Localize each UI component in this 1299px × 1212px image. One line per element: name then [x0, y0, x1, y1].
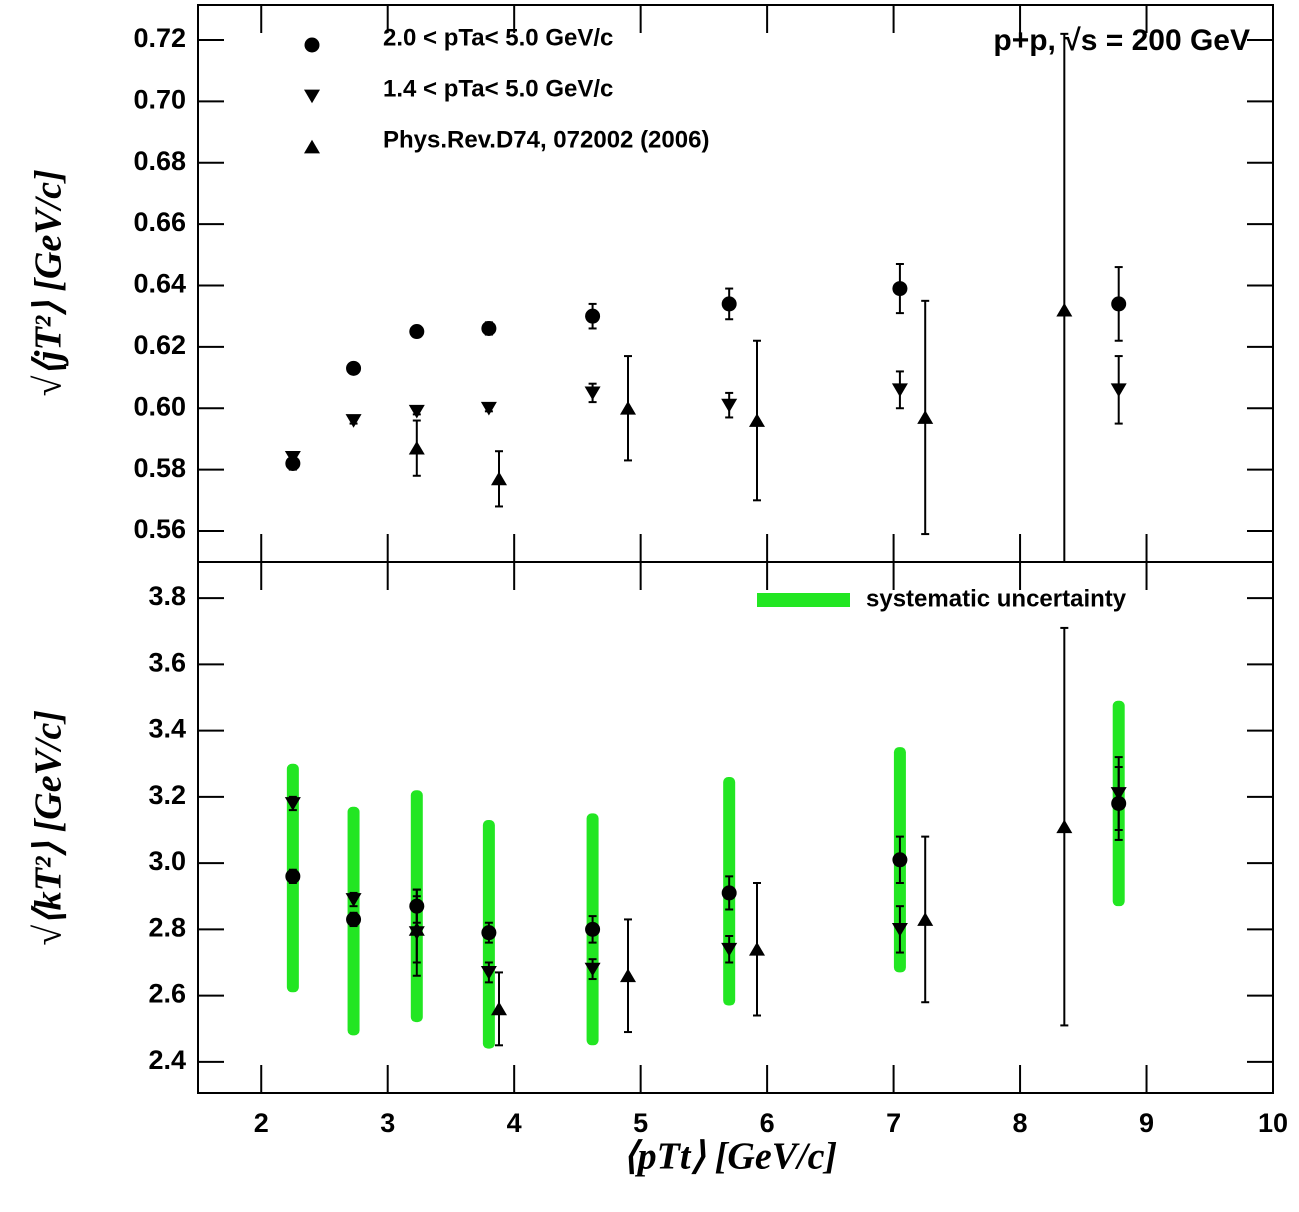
data-point: [1110, 787, 1127, 801]
data-point: [892, 281, 908, 297]
data-point: [346, 911, 362, 927]
data-point: [721, 398, 738, 413]
data-point: [620, 401, 636, 415]
y-tick-label: 0.66: [133, 207, 186, 237]
data-point: [749, 413, 765, 427]
data-point: [892, 852, 908, 868]
data-point: [285, 868, 301, 884]
x-tick-label: 10: [1258, 1108, 1288, 1138]
x-tick-label: 8: [1013, 1108, 1028, 1138]
data-point: [1111, 296, 1127, 312]
y-axis-title: √⟨jT²⟩ [GeV/c]: [28, 169, 70, 397]
legend-label: 2.0 < pTa< 5.0 GeV/c: [383, 24, 613, 51]
data-point: [491, 471, 507, 486]
x-tick-label: 3: [380, 1108, 395, 1138]
y-tick-label: 3.6: [148, 647, 186, 677]
data-point: [408, 404, 425, 419]
y-tick-label: 3.4: [148, 714, 186, 744]
bottom-plot-area: [284, 626, 1127, 1049]
data-point: [409, 324, 425, 340]
x-tick-label: 5: [633, 1108, 648, 1138]
legend-swatch: [757, 593, 850, 607]
data-point: [481, 925, 497, 941]
y-tick-label: 0.72: [133, 23, 186, 53]
data-point: [480, 401, 497, 416]
y-tick-label: 0.64: [133, 269, 186, 299]
data-point: [491, 1001, 507, 1016]
x-tick-label: 6: [760, 1108, 775, 1138]
annotation: p+p, √s = 200 GeV: [993, 24, 1250, 57]
data-point: [891, 383, 908, 398]
data-point: [891, 922, 908, 937]
x-axis-title: ⟨pTt⟩ [GeV/c]: [623, 1136, 837, 1178]
legend-marker: [304, 37, 320, 53]
y-tick-label: 2.6: [148, 979, 186, 1009]
data-point: [284, 797, 301, 811]
y-tick-label: 0.60: [133, 391, 186, 421]
data-point: [585, 921, 601, 937]
data-point: [1110, 383, 1127, 398]
data-point: [1056, 819, 1073, 834]
data-point: [749, 942, 765, 956]
legend-label: systematic uncertainty: [866, 585, 1127, 612]
y-tick-label: 0.56: [133, 514, 186, 544]
y-axis-title: √⟨kT²⟩ [GeV/c]: [28, 710, 70, 946]
data-point: [584, 386, 601, 401]
data-point: [408, 922, 425, 936]
top-frame: [197, 4, 1274, 563]
x-tick-label: 7: [886, 1108, 901, 1138]
y-tick-label: 0.58: [133, 453, 186, 483]
data-point: [408, 440, 425, 455]
y-tick-label: 2.4: [148, 1045, 186, 1075]
x-tick-label: 9: [1139, 1108, 1154, 1138]
y-tick-label: 0.70: [133, 84, 186, 114]
y-tick-label: 3.0: [148, 846, 186, 876]
data-point: [585, 308, 601, 324]
bottom-frame: [197, 561, 1274, 1094]
data-point: [345, 414, 362, 428]
data-point: [721, 885, 737, 901]
data-point: [345, 893, 362, 907]
x-tick-label: 2: [254, 1108, 269, 1138]
data-point: [620, 968, 636, 983]
data-point: [721, 296, 737, 312]
legend-marker: [304, 139, 320, 154]
y-tick-label: 3.2: [148, 780, 186, 810]
top-plot-area: [284, 32, 1127, 562]
data-point: [917, 912, 934, 926]
legend-label: 1.4 < pTa< 5.0 GeV/c: [383, 75, 613, 102]
data-point: [721, 942, 738, 957]
data-point: [917, 410, 934, 424]
y-tick-label: 0.62: [133, 330, 186, 360]
y-tick-label: 2.8: [148, 912, 186, 942]
data-point: [284, 450, 301, 465]
y-tick-label: 3.8: [148, 581, 186, 611]
data-point: [1056, 302, 1073, 317]
legend-marker: [304, 89, 320, 104]
legend-label: Phys.Rev.D74, 072002 (2006): [383, 126, 709, 153]
data-point: [346, 360, 362, 376]
data-point: [481, 320, 497, 336]
data-point: [584, 962, 601, 977]
data-point: [480, 966, 497, 980]
y-tick-label: 0.68: [133, 146, 186, 176]
x-tick-label: 4: [507, 1108, 522, 1138]
